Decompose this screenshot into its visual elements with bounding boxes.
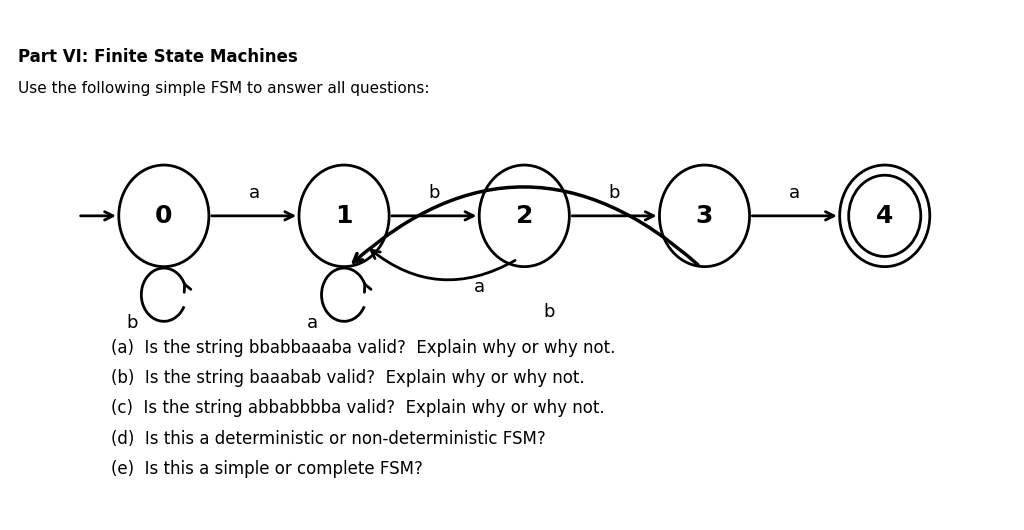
Text: (a)  Is the string bbabbaaaba valid?  Explain why or why not.: (a) Is the string bbabbaaaba valid? Expl… — [111, 339, 615, 357]
Ellipse shape — [119, 165, 209, 267]
Text: a: a — [474, 278, 484, 296]
Ellipse shape — [840, 165, 930, 267]
Text: 3: 3 — [696, 204, 713, 228]
Text: a: a — [790, 184, 800, 202]
Text: (c)  Is the string abbabbbba valid?  Explain why or why not.: (c) Is the string abbabbbba valid? Expla… — [111, 399, 604, 417]
Ellipse shape — [299, 165, 389, 267]
Text: a: a — [249, 184, 259, 202]
Text: (d)  Is this a deterministic or non-deterministic FSM?: (d) Is this a deterministic or non-deter… — [111, 430, 546, 448]
Ellipse shape — [479, 165, 569, 267]
Text: 4: 4 — [877, 204, 893, 228]
Text: b: b — [127, 314, 138, 332]
Ellipse shape — [659, 165, 750, 267]
Text: Use the following simple FSM to answer all questions:: Use the following simple FSM to answer a… — [18, 81, 429, 96]
Text: (b)  Is the string baaabab valid?  Explain why or why not.: (b) Is the string baaabab valid? Explain… — [111, 369, 585, 387]
Text: b: b — [428, 184, 440, 202]
Text: b: b — [608, 184, 621, 202]
Text: 0: 0 — [155, 204, 173, 228]
Text: Part VI: Finite State Machines: Part VI: Finite State Machines — [18, 48, 298, 66]
Text: b: b — [543, 303, 555, 321]
Text: 1: 1 — [335, 204, 353, 228]
Text: 2: 2 — [516, 204, 532, 228]
Text: (e)  Is this a simple or complete FSM?: (e) Is this a simple or complete FSM? — [111, 460, 423, 478]
Text: a: a — [307, 314, 318, 332]
